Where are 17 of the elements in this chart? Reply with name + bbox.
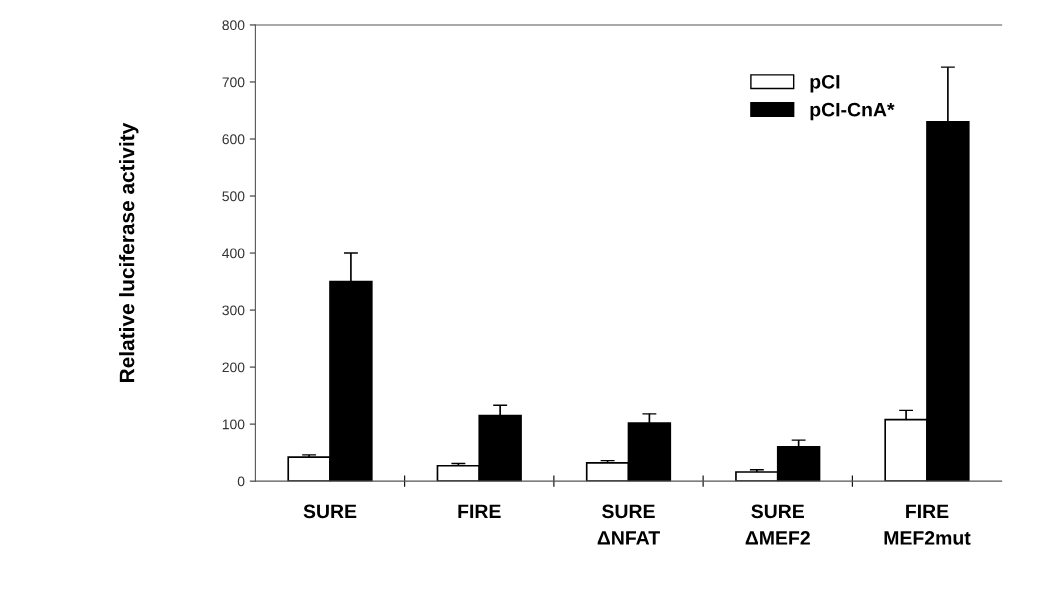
y-tick-label: 500 xyxy=(222,191,245,202)
y-tick-label: 400 xyxy=(222,248,245,259)
x-tick-label: SURE ΔMEF2 xyxy=(745,504,810,545)
y-tick-label: 700 xyxy=(222,77,245,88)
y-tick-label: 100 xyxy=(222,419,245,430)
y-tick-label: 300 xyxy=(222,305,245,316)
legend-label: pCI xyxy=(810,74,840,93)
x-tick-label: FIRE MEF2mut xyxy=(884,504,971,545)
y-axis-title: Relative luciferase activity xyxy=(119,122,139,382)
legend-label: pCI-CnA* xyxy=(810,102,895,121)
y-tick-label: 600 xyxy=(222,134,245,145)
y-tick-label: 800 xyxy=(222,20,245,31)
x-tick-label: SURE ΔNFAT xyxy=(597,504,660,545)
x-tick-label: SURE xyxy=(303,504,357,519)
y-tick-label: 200 xyxy=(222,362,245,373)
x-tick-label: FIRE xyxy=(458,504,501,519)
y-tick-label: 0 xyxy=(237,476,245,487)
